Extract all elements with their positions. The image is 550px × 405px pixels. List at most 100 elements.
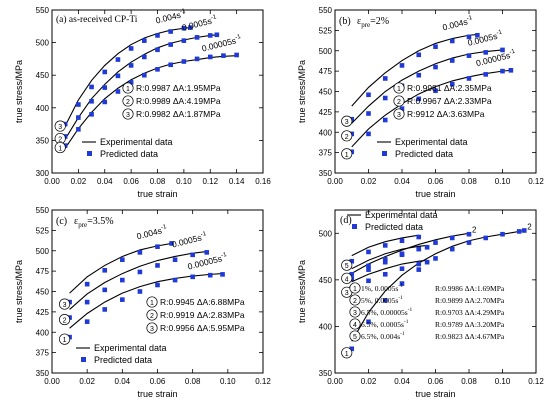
predicted-point (508, 68, 514, 73)
x-tick-label: 0.06 (428, 177, 444, 186)
predicted-point (483, 50, 489, 55)
legend-predicted: Predicted data (94, 355, 152, 365)
stat-marker-ring (146, 322, 158, 334)
stat-marker-ring (349, 294, 361, 306)
y-tick-label: 450 (36, 288, 50, 297)
stat-marker: 2 (353, 298, 357, 305)
legend-square-swatch (382, 151, 387, 156)
legend-square-swatch (81, 357, 86, 362)
stat-fit: R:0.9982 ΔA:1.87MPa (136, 109, 221, 119)
stat-fit: R:0.9989 ΔA:4.19MPa (136, 96, 221, 106)
predicted-point (366, 249, 371, 255)
stat-condition: 1%, 0.0005s-1 (361, 283, 403, 293)
predicted-point (181, 38, 187, 43)
chart-panel-b: 0.00 0.02 0.04 0.06 0.08 0.10 0.12 350 375 400 425… (297, 6, 544, 199)
stat-marker-ring (146, 309, 158, 321)
y-tick-label: 450 (319, 276, 333, 285)
predicted-point (424, 244, 430, 250)
curve-marker-ring (341, 272, 353, 284)
predicted-point (142, 38, 147, 43)
stat-marker: 5 (353, 334, 357, 341)
predicted-point (483, 235, 489, 241)
x-tick-label: 0.00 (44, 177, 60, 186)
predicted-point (433, 88, 438, 93)
x-tick-label: 0.10 (176, 177, 192, 186)
predicted-point (181, 25, 187, 31)
predicted-point (220, 272, 225, 277)
y-tick-label: 550 (36, 206, 50, 215)
experimental-line (64, 27, 191, 127)
predicted-point (500, 47, 505, 53)
stat-fit: R:0.9987 ΔA:1.95MPa (136, 83, 221, 93)
predicted-point (168, 62, 173, 68)
predicted-point (521, 228, 527, 233)
legend-predicted: Predicted data (395, 149, 453, 159)
x-tick-label: 0.02 (361, 377, 377, 386)
predicted-point (466, 231, 472, 237)
curve-marker-ring (341, 259, 353, 271)
stat-fit: R:0.9967 ΔA:2.33MPa (407, 96, 492, 106)
predicted-point (416, 96, 422, 102)
stat-marker: 4 (353, 322, 357, 329)
predicted-point (382, 298, 388, 303)
x-tick-label: 0.08 (461, 177, 477, 186)
predicted-point (155, 67, 160, 72)
predicted-point (204, 250, 210, 255)
experimental-line (351, 259, 428, 283)
x-tick-label: 0.06 (150, 377, 166, 386)
y-tick-label: 400 (36, 328, 50, 337)
predicted-point (120, 277, 125, 283)
y-tick-label: 450 (319, 88, 333, 97)
curve-rate-label: 0.0005s-1 (171, 230, 209, 249)
curve-marker: 3 (58, 124, 62, 131)
panel-title: (c) (56, 216, 67, 227)
y-tick-label: 450 (36, 71, 50, 80)
y-tick-label: 550 (36, 6, 50, 15)
x-tick-label: 0.12 (255, 377, 271, 386)
predicted-point (207, 54, 213, 60)
predicted-point (137, 250, 143, 255)
curve-marker-ring (59, 314, 71, 326)
stat-fit: R:0.9899 ΔA:2.70MPa (435, 296, 505, 305)
stat-marker: 2 (397, 99, 401, 106)
chart-panel-a: 0.00 0.02 0.04 0.06 0.08 0.10 0.12 0.14 0.16 300 3… (14, 6, 271, 199)
predicted-point (399, 251, 405, 257)
curve-marker-ring (341, 347, 353, 359)
predicted-point (142, 54, 147, 60)
x-axis-label: true strain (137, 389, 177, 399)
x-tick-label: 0.00 (327, 377, 343, 386)
curve-marker-ring (341, 115, 353, 127)
predicted-point (128, 63, 134, 68)
stat-marker-ring (122, 95, 134, 107)
x-tick-label: 0.16 (255, 177, 271, 186)
predicted-point (102, 268, 108, 273)
predicted-point (137, 269, 143, 275)
stat-condition: 5%, 0.0005s-1 (361, 295, 403, 305)
x-tick-label: 0.02 (71, 177, 87, 186)
predicted-point (172, 277, 178, 283)
y-tick-label: 500 (319, 229, 333, 238)
predicted-point (120, 297, 125, 302)
predicted-point (382, 259, 388, 265)
predicted-point (76, 127, 81, 132)
panel-epsilon: εpre=3.5% (74, 216, 114, 229)
predicted-point (102, 85, 108, 90)
predicted-point (76, 102, 81, 107)
stat-fit: R:0.9703 ΔA:4.29MPa (435, 308, 505, 317)
y-tick-label: 550 (319, 6, 333, 15)
predicted-point (382, 95, 388, 101)
predicted-point (433, 44, 438, 49)
y-tick-label: 400 (36, 104, 50, 113)
predicted-point (416, 246, 422, 252)
predicted-point (89, 112, 94, 117)
y-axis-label: true stress/MPa (14, 60, 24, 123)
x-tick-label: 0.10 (220, 377, 236, 386)
legend-experimental: Experimental data (100, 137, 173, 147)
predicted-point (181, 59, 187, 64)
x-tick-label: 0.10 (495, 177, 511, 186)
y-tick-label: 425 (36, 308, 50, 317)
predicted-point (84, 319, 90, 324)
y-tick-label: 500 (36, 39, 50, 48)
panel-epsilon: εpre=2% (357, 16, 389, 29)
y-axis-label: true stress/MPa (297, 60, 307, 123)
